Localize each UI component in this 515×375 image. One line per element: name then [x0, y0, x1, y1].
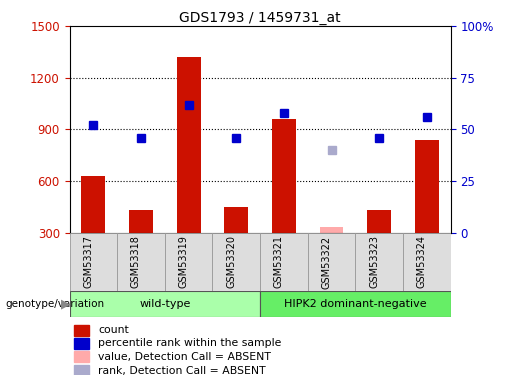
Bar — [272, 119, 296, 232]
Text: rank, Detection Call = ABSENT: rank, Detection Call = ABSENT — [98, 366, 266, 375]
Bar — [74, 365, 90, 375]
Text: GSM53324: GSM53324 — [417, 236, 427, 288]
Text: GSM53323: GSM53323 — [369, 236, 379, 288]
Text: wild-type: wild-type — [139, 299, 191, 309]
Text: GSM53319: GSM53319 — [179, 236, 188, 288]
Bar — [320, 227, 344, 232]
Bar — [81, 176, 105, 232]
Text: GSM53317: GSM53317 — [83, 236, 93, 288]
Text: GSM53321: GSM53321 — [274, 236, 284, 288]
Bar — [165, 232, 212, 291]
Text: percentile rank within the sample: percentile rank within the sample — [98, 339, 282, 348]
Bar — [117, 232, 165, 291]
Text: ▶: ▶ — [61, 297, 70, 310]
Bar — [260, 291, 451, 317]
Text: GSM53322: GSM53322 — [321, 236, 332, 288]
Bar — [307, 232, 355, 291]
Text: GSM53320: GSM53320 — [226, 236, 236, 288]
Bar — [129, 210, 153, 232]
Title: GDS1793 / 1459731_at: GDS1793 / 1459731_at — [179, 11, 341, 25]
Bar — [212, 232, 260, 291]
Bar — [403, 232, 451, 291]
Text: GSM53318: GSM53318 — [131, 236, 141, 288]
Bar — [415, 140, 439, 232]
Bar — [74, 338, 90, 349]
Bar — [74, 325, 90, 336]
Text: count: count — [98, 326, 129, 335]
Bar — [70, 232, 117, 291]
Bar — [367, 210, 391, 232]
Bar — [70, 291, 260, 317]
Text: HIPK2 dominant-negative: HIPK2 dominant-negative — [284, 299, 426, 309]
Bar — [74, 351, 90, 362]
Bar — [355, 232, 403, 291]
Text: genotype/variation: genotype/variation — [5, 299, 104, 309]
Bar — [177, 57, 200, 232]
Bar — [260, 232, 308, 291]
Bar — [225, 207, 248, 232]
Text: value, Detection Call = ABSENT: value, Detection Call = ABSENT — [98, 351, 271, 361]
